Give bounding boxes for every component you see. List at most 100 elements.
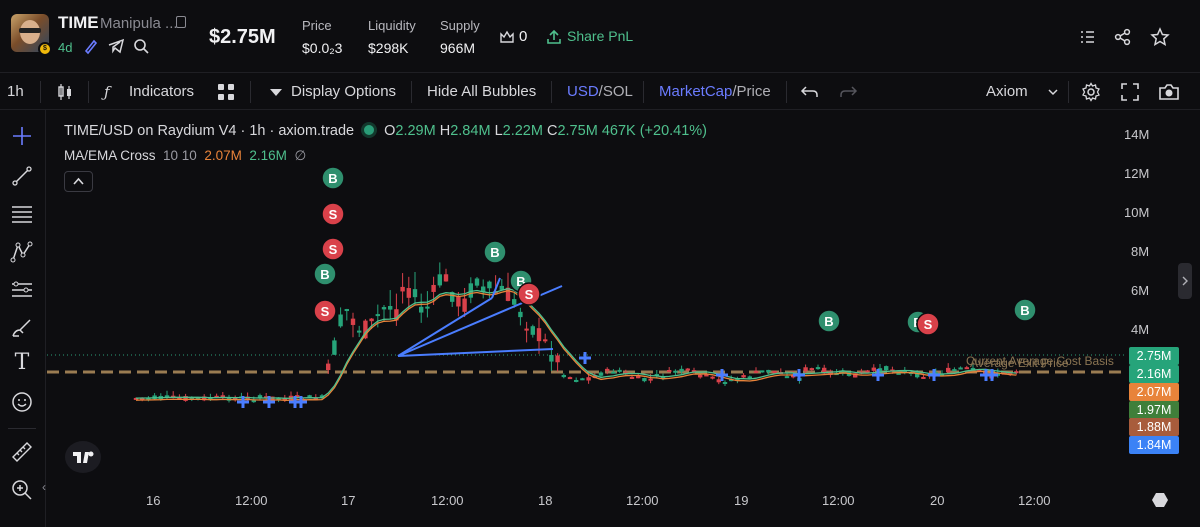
metric-toggle[interactable]: MarketCap/Price bbox=[659, 83, 771, 100]
candle-body bbox=[567, 377, 573, 380]
zoom-in-icon[interactable] bbox=[10, 478, 34, 502]
price-tag: 2.75M bbox=[1129, 347, 1179, 365]
bubble-letter: B bbox=[1020, 303, 1029, 318]
pattern-icon[interactable] bbox=[10, 240, 34, 264]
price-tag: 1.97M bbox=[1129, 401, 1179, 419]
indicator-legend[interactable]: MA/EMA Cross 10 10 2.07M 2.16M ∅ bbox=[64, 148, 307, 163]
market-cap: $2.75M bbox=[209, 26, 276, 48]
trendline bbox=[397, 297, 493, 357]
brush-icon[interactable] bbox=[10, 316, 34, 340]
candle-body bbox=[605, 368, 610, 371]
candle-body bbox=[915, 371, 920, 378]
candle-body bbox=[456, 296, 461, 307]
copy-icon[interactable] bbox=[176, 16, 186, 28]
star-icon[interactable] bbox=[1150, 27, 1170, 47]
chevron-down-icon[interactable] bbox=[1043, 82, 1063, 102]
currency-toggle[interactable]: USD/SOL bbox=[567, 83, 633, 100]
candle-body bbox=[977, 369, 982, 372]
x-axis-tick: 18 bbox=[538, 493, 553, 508]
candle-body bbox=[586, 377, 591, 381]
candle-body bbox=[425, 306, 430, 309]
candle-body bbox=[958, 367, 963, 370]
ema-line bbox=[135, 288, 1017, 399]
text-tool-icon[interactable]: T bbox=[14, 350, 30, 375]
candle-body bbox=[735, 378, 740, 381]
list-icon[interactable] bbox=[1077, 27, 1097, 47]
bubble-letter: B bbox=[516, 274, 525, 289]
candle-body bbox=[220, 395, 225, 398]
stat-price: Price $0.0₂3 bbox=[302, 18, 343, 56]
crosshair-icon[interactable] bbox=[10, 124, 34, 148]
candle-body bbox=[276, 397, 281, 400]
emoji-icon[interactable] bbox=[10, 390, 34, 414]
candle-body bbox=[871, 367, 876, 371]
redo-icon[interactable] bbox=[838, 82, 858, 102]
candle-body bbox=[698, 374, 703, 378]
hidden-eye-icon: ∅ bbox=[294, 148, 307, 163]
candle-body bbox=[543, 339, 548, 342]
pump-icon[interactable] bbox=[82, 37, 100, 55]
token-avatar[interactable] bbox=[11, 14, 49, 52]
right-panel-toggle[interactable] bbox=[1178, 263, 1192, 299]
bubble-letter: B bbox=[320, 267, 329, 282]
chart-legend-ohlc: TIME/USD on Raydium V4 · 1h · axiom.trad… bbox=[64, 123, 708, 139]
layout-select[interactable]: Axiom bbox=[986, 83, 1028, 100]
trade-marker bbox=[295, 396, 307, 408]
share-network-icon[interactable] bbox=[1113, 27, 1133, 47]
gear-icon[interactable] bbox=[1081, 82, 1101, 102]
candle-body bbox=[636, 375, 641, 379]
candle-body bbox=[716, 379, 721, 383]
settings-hex-icon[interactable] bbox=[1151, 491, 1169, 509]
collapse-legend-button[interactable] bbox=[64, 171, 93, 192]
collapse-tools-icon[interactable]: ‹ bbox=[42, 480, 46, 494]
candle-body bbox=[946, 367, 951, 373]
interval-button[interactable]: 1h bbox=[7, 83, 24, 100]
candle-body bbox=[177, 397, 182, 400]
x-axis-tick: 12:00 bbox=[235, 493, 268, 508]
price-chart[interactable]: BSSBSBBSBBSB bbox=[47, 111, 1200, 527]
candle-body bbox=[536, 328, 542, 342]
indicators-fx-icon[interactable]: ƒ bbox=[104, 83, 110, 101]
candle-body bbox=[233, 397, 238, 401]
undo-icon[interactable] bbox=[800, 82, 820, 102]
candle-body bbox=[784, 376, 790, 379]
fib-retracement-icon[interactable] bbox=[10, 202, 34, 226]
candle-body bbox=[326, 363, 331, 371]
candles-icon[interactable] bbox=[55, 82, 75, 102]
tradingview-logo[interactable] bbox=[65, 441, 101, 473]
share-icon[interactable] bbox=[546, 29, 562, 45]
trade-marker bbox=[716, 369, 728, 381]
indicators-button[interactable]: Indicators bbox=[129, 83, 195, 100]
hide-bubbles-button[interactable]: Hide All Bubbles bbox=[427, 83, 537, 100]
caret-down-icon[interactable] bbox=[266, 82, 286, 102]
candle-body bbox=[753, 370, 759, 373]
candle-body bbox=[189, 396, 194, 399]
exchange-badge-icon: $ bbox=[38, 42, 52, 56]
candle-body bbox=[611, 371, 616, 374]
sell-bubble bbox=[321, 237, 345, 261]
share-pnl-button[interactable]: Share PnL bbox=[567, 28, 634, 44]
candle-body bbox=[654, 374, 659, 377]
forecast-icon[interactable] bbox=[10, 278, 34, 302]
camera-icon[interactable] bbox=[1158, 82, 1180, 102]
templates-grid-icon[interactable] bbox=[216, 82, 236, 102]
candle-body bbox=[921, 376, 926, 379]
candle-body bbox=[332, 340, 337, 355]
candle-body bbox=[679, 368, 684, 372]
candle-body bbox=[307, 395, 312, 398]
telegram-icon[interactable] bbox=[107, 37, 125, 55]
token-name: Manipula ... bbox=[100, 15, 178, 32]
trade-marker bbox=[928, 369, 940, 381]
sell-bubble bbox=[517, 282, 541, 306]
candle-body bbox=[468, 283, 473, 298]
x-axis-tick: 20 bbox=[930, 493, 945, 508]
candle-body bbox=[710, 376, 715, 379]
candle-body bbox=[598, 372, 604, 376]
fullscreen-icon[interactable] bbox=[1120, 82, 1140, 102]
search-icon[interactable] bbox=[132, 37, 150, 55]
display-options-button[interactable]: Display Options bbox=[291, 83, 397, 100]
ruler-icon[interactable] bbox=[10, 440, 34, 464]
trendline-icon[interactable] bbox=[10, 164, 34, 188]
x-axis-tick: 16 bbox=[146, 493, 161, 508]
candle-body bbox=[406, 288, 411, 298]
